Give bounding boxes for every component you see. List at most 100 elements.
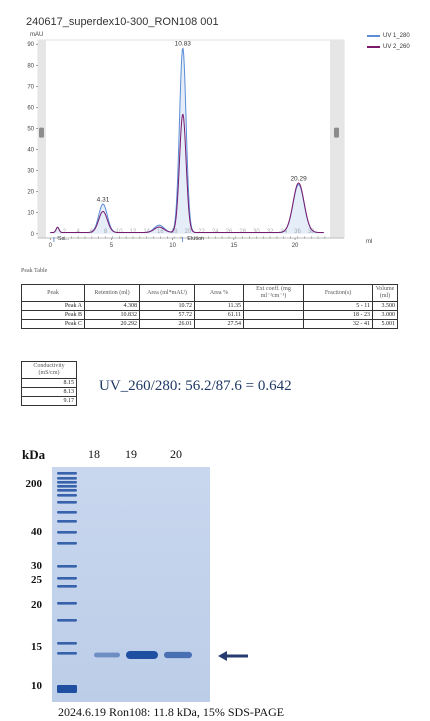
y-tick-label: 50 (27, 126, 34, 132)
mw-marker-label: 40 (31, 526, 42, 538)
fraction-label: 16 (157, 229, 164, 235)
legend-swatch-uv280 (367, 34, 380, 37)
x-tick-label: 0 (49, 243, 53, 249)
gel-background (52, 467, 210, 702)
ladder-band (57, 485, 77, 488)
cell-fractions: 18 - 23 (303, 310, 373, 320)
mw-marker-label: 20 (31, 599, 42, 611)
legend-label-uv280: UV 1_280 (383, 32, 410, 39)
ladder-band (57, 685, 77, 693)
cell-peak: Peak C (21, 319, 85, 329)
y-tick-label: 10 (27, 211, 34, 217)
fraction-label: 22 (198, 229, 205, 235)
ladder-band (57, 577, 77, 580)
ladder-band (57, 520, 77, 523)
header-area: Area (ml*mAU) (139, 284, 195, 302)
cell-ext (243, 319, 304, 329)
conductivity-value: 8.13 (21, 387, 77, 397)
table-row: Peak B 10.832 57.72 61.11 18 - 23 3.000 (21, 310, 398, 320)
conductivity-table: Conductivity (mS/cm) 8.15 8.13 9.17 (21, 361, 77, 406)
ladder-band (57, 481, 77, 484)
chart-title: 240617_superdex10-300_RON108 001 (26, 16, 219, 28)
cell-area: 26.01 (139, 319, 195, 329)
cell-fractions: 32 - 41 (303, 319, 373, 329)
cell-retention: 10.832 (84, 310, 140, 320)
ladder-band (57, 652, 77, 655)
sample-band (94, 652, 120, 658)
lane-label-19: 19 (125, 447, 137, 461)
chart-legend: UV 1_280 UV 2_260 (367, 30, 410, 52)
right-range-bar (330, 40, 344, 238)
series-area-uv280 (50, 48, 325, 234)
event-elution-label: Elution (187, 236, 204, 242)
fraction-label: 10 (116, 229, 123, 235)
cell-ext (243, 310, 304, 320)
x-tick-label: 5 (110, 243, 114, 249)
fraction-label: 2 (63, 229, 67, 235)
fraction-label: 4 (76, 229, 80, 235)
ladder-band (57, 542, 77, 545)
peak-label: 20.29 (290, 175, 307, 182)
header-fractions: Fraction(s) (303, 284, 373, 302)
table-row: Peak C 20.292 26.01 27.54 32 - 41 5.001 (21, 319, 398, 329)
conductivity-value: 9.17 (21, 396, 77, 406)
ladder-band (57, 565, 77, 568)
ladder-band (57, 602, 77, 605)
mw-marker-label: 200 (25, 478, 43, 490)
mw-marker-label: 25 (31, 574, 42, 586)
fraction-label: 20 (184, 229, 191, 235)
sample-bands (94, 651, 192, 659)
legend-swatch-uv260 (367, 45, 380, 48)
header-ext-coeff: Ext coeff. (mg ml⁻¹cm⁻¹) (243, 284, 304, 302)
y-tick-label: 90 (27, 42, 34, 48)
series-line-uv260 (50, 113, 324, 234)
band-arrow-icon (218, 651, 248, 661)
gel-caption: 2024.6.19 Ron108: 11.8 kDa, 15% SDS-PAGE (58, 705, 285, 719)
cell-volume: 5.001 (372, 319, 398, 329)
cell-peak: Peak B (21, 310, 85, 320)
header-volume: Volume (ml) (372, 284, 398, 302)
legend-item-uv280: UV 1_280 (367, 30, 410, 41)
peak-label: 10.83 (175, 40, 192, 47)
y-tick-label: 70 (27, 84, 34, 90)
fraction-label: 26 (226, 229, 233, 235)
ladder-band (57, 619, 77, 622)
cell-retention: 4.308 (84, 301, 140, 311)
header-retention: Retention (ml) (84, 284, 140, 302)
cell-area: 57.72 (139, 310, 195, 320)
x-tick-label: 10 (169, 243, 176, 249)
sample-band (164, 651, 192, 659)
cell-volume: 3.500 (372, 301, 398, 311)
table-row: Peak A 4.308 10.72 11.35 5 - 11 3.500 (21, 301, 398, 311)
ladder-band (57, 501, 77, 504)
conductivity-header: Conductivity (mS/cm) (21, 361, 77, 379)
x-axis-unit: ml (366, 239, 373, 245)
table-row: 9.17 (21, 396, 77, 406)
gel-kda-label: kDa (22, 447, 46, 462)
mw-marker-label: 10 (31, 680, 42, 692)
y-tick-label: 80 (27, 63, 34, 69)
cell-area-pct: 61.11 (194, 310, 244, 320)
cell-peak: Peak A (21, 301, 85, 311)
legend-label-uv260: UV 2_260 (383, 43, 410, 50)
ladder-band (57, 531, 77, 534)
x-tick-label: 20 (292, 243, 299, 249)
y-tick-label: 40 (27, 148, 34, 154)
peak-table: Peak Retention (ml) Area (ml*mAU) Area %… (21, 284, 398, 329)
left-range-handle (39, 127, 44, 138)
fraction-label: 36 (294, 229, 301, 235)
y-tick-label: 60 (27, 105, 34, 111)
conductivity-value: 8.15 (21, 378, 77, 388)
ladder-band (57, 472, 77, 475)
fraction-label: 8 (104, 229, 108, 235)
fraction-label: 28 (239, 229, 246, 235)
fraction-label: 12 (130, 229, 137, 235)
fraction-label: 34 (280, 229, 287, 235)
header-area-pct: Area % (194, 284, 244, 302)
mw-marker-label: 15 (31, 641, 42, 653)
legend-item-uv260: UV 2_260 (367, 41, 410, 52)
fraction-label: 18 (171, 229, 178, 235)
fraction-label: 30 (253, 229, 260, 235)
right-range-handle (334, 127, 339, 138)
